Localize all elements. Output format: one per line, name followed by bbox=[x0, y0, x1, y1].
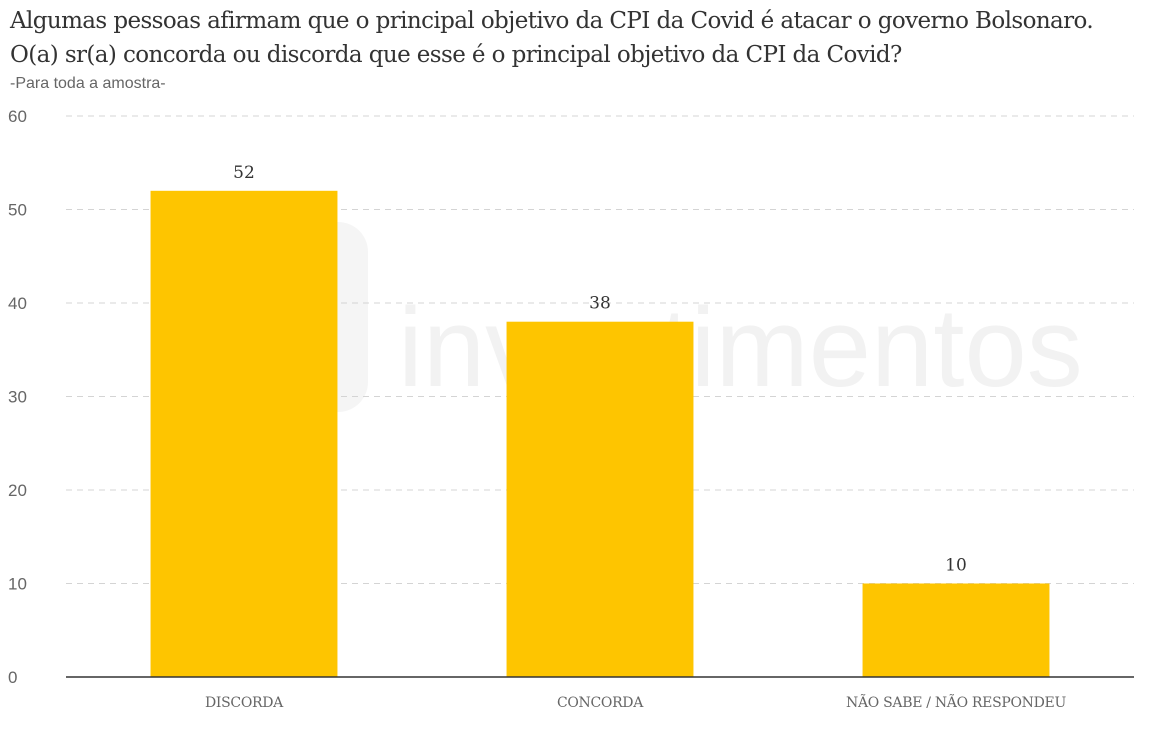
bar bbox=[506, 321, 694, 677]
x-axis-categories: DISCORDA CONCORDA NÃO SABE / NÃO RESPONDEU bbox=[205, 693, 1067, 711]
bar bbox=[862, 583, 1050, 677]
y-tick-label: 50 bbox=[8, 201, 27, 220]
category-label: NÃO SABE / NÃO RESPONDEU bbox=[846, 693, 1066, 711]
category-label: CONCORDA bbox=[557, 695, 644, 711]
y-tick-label: 60 bbox=[8, 107, 27, 126]
y-tick-label: 0 bbox=[8, 668, 17, 687]
watermark-text: investimentos bbox=[398, 285, 1083, 410]
y-tick-label: 40 bbox=[8, 294, 27, 313]
data-label: 10 bbox=[945, 556, 967, 576]
category-label: DISCORDA bbox=[205, 695, 284, 711]
y-axis-ticks: 0 10 20 30 40 50 60 bbox=[8, 107, 27, 687]
chart-title: Algumas pessoas afirmam que o principal … bbox=[10, 8, 1094, 68]
data-labels: 52 38 10 bbox=[233, 163, 967, 576]
y-tick-label: 20 bbox=[8, 481, 27, 500]
bar bbox=[150, 190, 338, 678]
chart-subtitle: -Para toda a amostra- bbox=[10, 75, 166, 92]
bars bbox=[150, 190, 1050, 678]
data-label: 52 bbox=[233, 163, 255, 183]
y-tick-label: 30 bbox=[8, 388, 27, 407]
data-label: 38 bbox=[589, 294, 611, 314]
y-tick-label: 10 bbox=[8, 575, 27, 594]
